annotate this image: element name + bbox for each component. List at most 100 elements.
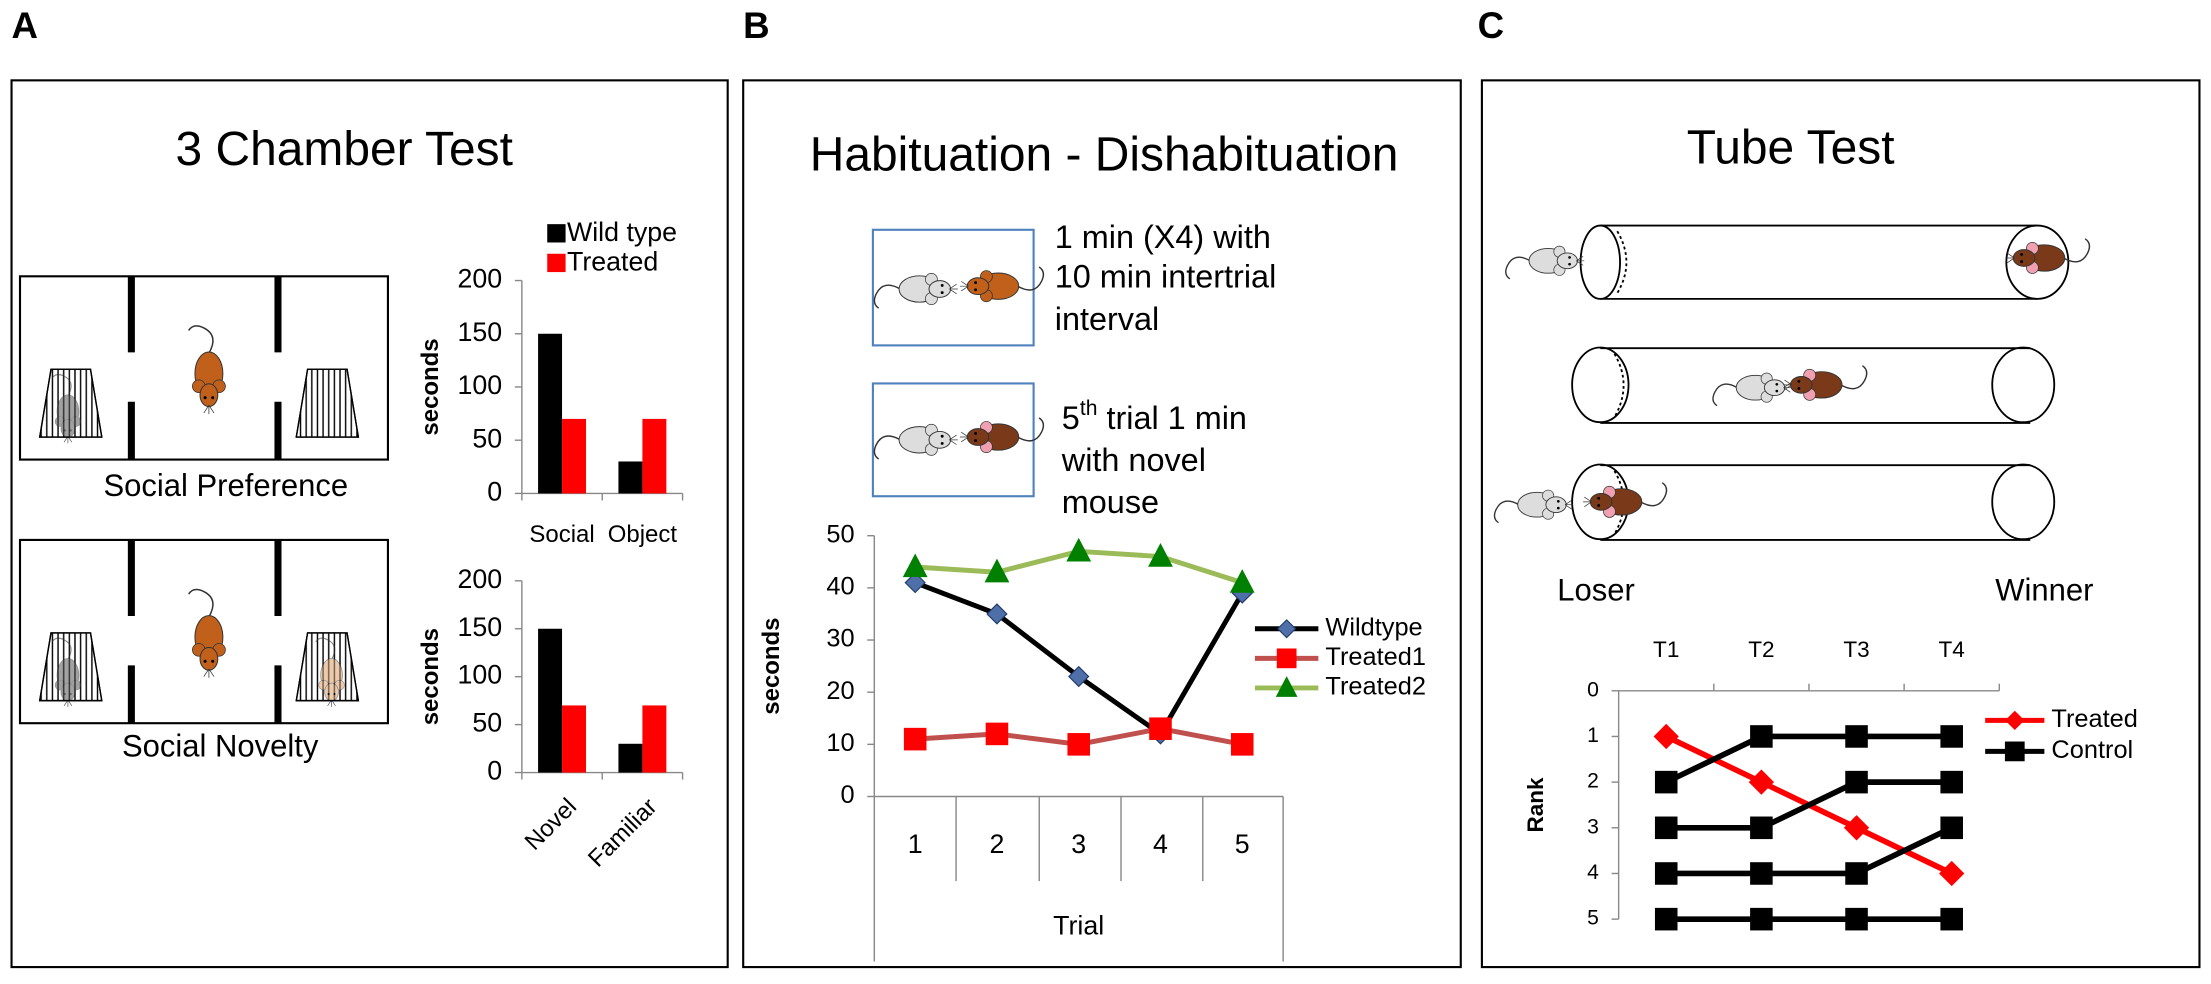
x-tick-label: T2 — [1748, 637, 1774, 662]
mouse-eye — [1797, 387, 1801, 390]
marker — [1066, 537, 1092, 562]
marker — [1939, 860, 1965, 887]
mouse-eye — [211, 659, 215, 663]
series-line — [914, 580, 1245, 738]
mouse-tail — [2063, 238, 2091, 263]
y-tick-label: 3 — [1587, 815, 1599, 838]
mouse-whiskers — [960, 431, 969, 443]
protocol-text: 5th trial 1 min — [1062, 396, 1247, 435]
x-tick-label: 3 — [1071, 829, 1086, 859]
marker — [902, 553, 928, 578]
mouse-eye — [1597, 496, 1601, 500]
series-line — [1665, 733, 1952, 785]
mouse-head — [2012, 249, 2036, 267]
mouse-whiskers — [1583, 496, 1592, 507]
mouse-tail — [873, 435, 901, 460]
marker — [1750, 907, 1773, 931]
x-tick-label: Familiar — [583, 793, 662, 872]
chamber-label: Social Preference — [103, 468, 348, 503]
mouse-tail — [1640, 482, 1668, 507]
marker — [1845, 725, 1868, 748]
legend-label: Wildtype — [1325, 613, 1422, 641]
bar — [642, 418, 667, 494]
x-tick-label: T3 — [1843, 637, 1869, 662]
y-tick-label: 200 — [457, 564, 502, 594]
bar — [538, 628, 563, 773]
x-tick-label: Object — [608, 521, 678, 548]
x-tick-label: 4 — [1153, 829, 1168, 859]
mouse-eye — [940, 434, 944, 438]
protocol-text: interval — [1055, 301, 1159, 337]
panel-title: 3 Chamber Test — [176, 123, 513, 176]
mouse-eye — [1556, 499, 1560, 503]
mouse-eye — [203, 659, 207, 663]
marker — [1843, 815, 1870, 841]
x-tick-label: T4 — [1939, 637, 1965, 662]
y-tick-label: 50 — [472, 423, 502, 453]
marker — [1750, 725, 1773, 748]
x-axis-table — [873, 795, 1284, 962]
y-tick-label: 20 — [826, 677, 854, 705]
mouse-whiskers — [1564, 499, 1573, 510]
mouse-eye — [1797, 379, 1801, 383]
y-axis-label: seconds — [417, 628, 444, 725]
mouse-icon — [873, 273, 958, 309]
mouse-whiskers — [1576, 256, 1585, 266]
y-tick-label: 50 — [826, 520, 854, 548]
mouse-eye — [1775, 382, 1779, 386]
marker — [1276, 619, 1297, 639]
legend-label: Treated1 — [1325, 643, 1426, 671]
mouse-tail — [873, 284, 901, 309]
marker — [1845, 770, 1868, 794]
mouse-eye — [203, 396, 207, 400]
tube-label: Winner — [1995, 572, 2093, 607]
protocol-text: mouse — [1062, 484, 1159, 520]
marker — [1654, 816, 1678, 840]
x-tick-label: Social — [529, 521, 594, 548]
cup-front — [295, 368, 360, 438]
mouse-head — [966, 277, 990, 296]
mouse-icon — [1712, 372, 1792, 407]
panel-title: Tube Test — [1687, 121, 1895, 174]
mouse-whiskers — [203, 668, 215, 678]
mouse-icon — [1505, 245, 1585, 280]
protocol-text: 1 min (X4) with — [1055, 219, 1271, 255]
y-tick-label: 0 — [1587, 678, 1599, 701]
panel-letter: B — [743, 5, 769, 46]
marker — [1654, 770, 1678, 794]
marker — [1654, 907, 1678, 931]
mouse-eye — [1556, 506, 1560, 510]
y-axis-label: seconds — [758, 618, 785, 715]
mouse-head — [1589, 493, 1613, 511]
chamber-label: Social Novelty — [122, 729, 319, 764]
protocol-number: 5 — [1062, 400, 1080, 436]
mouse-tail — [1712, 383, 1738, 407]
mouse-icon — [1493, 489, 1573, 524]
bar — [618, 461, 643, 494]
marker — [1940, 770, 1963, 794]
protocol-text: with novel — [1061, 442, 1206, 478]
panel-frame — [742, 79, 1462, 969]
mouse-tail — [1505, 256, 1531, 280]
mouse-eye — [2020, 260, 2024, 264]
marker — [1940, 907, 1963, 931]
marker — [984, 558, 1010, 583]
mouse-icon — [187, 325, 226, 415]
marker — [1230, 733, 1254, 756]
mouse-tail — [1017, 417, 1045, 442]
mouse-eye — [1568, 256, 1571, 259]
mouse-tail — [187, 588, 214, 618]
legend-label: Treated — [2051, 705, 2137, 733]
mouse-eye — [1597, 504, 1601, 507]
marker — [2005, 710, 2025, 731]
marker — [1067, 733, 1090, 756]
cup-front — [38, 632, 103, 702]
mouse-whiskers — [960, 281, 969, 292]
panel-letter: A — [12, 5, 38, 46]
y-tick-label: 0 — [487, 476, 502, 506]
mouse-head — [1545, 496, 1567, 514]
y-tick-label: 150 — [457, 317, 502, 347]
y-tick-label: 0 — [840, 781, 854, 809]
mouse-eye — [1775, 389, 1779, 393]
